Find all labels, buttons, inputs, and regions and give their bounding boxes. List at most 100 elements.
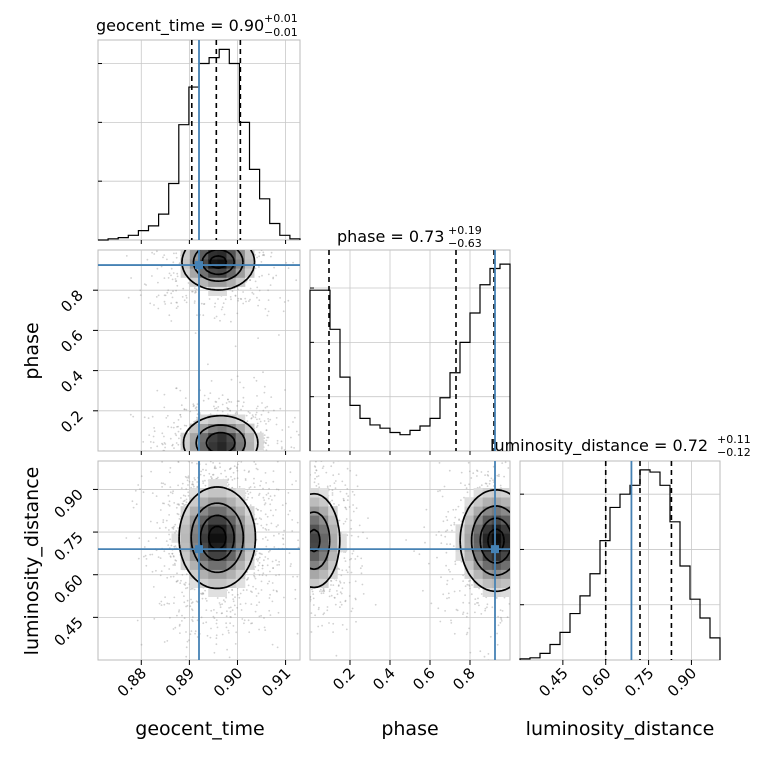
- sample-point: [222, 455, 224, 457]
- density-cell: [208, 277, 218, 287]
- sample-point: [208, 472, 211, 475]
- density-cell: [500, 587, 510, 597]
- sample-point: [163, 565, 166, 567]
- sample-point: [191, 619, 193, 621]
- sample-point: [268, 487, 270, 490]
- sample-point: [477, 602, 479, 604]
- sample-point: [468, 627, 470, 630]
- y-tick-label: 0.60: [50, 571, 86, 607]
- sample-point: [276, 439, 279, 442]
- sample-point: [206, 634, 209, 637]
- sample-point: [436, 556, 438, 559]
- sample-point: [525, 529, 527, 531]
- sample-point: [209, 225, 211, 227]
- sample-point: [183, 601, 186, 604]
- sample-point: [180, 416, 182, 418]
- sample-point: [405, 539, 407, 541]
- sample-point: [267, 551, 270, 553]
- sample-point: [173, 502, 176, 504]
- sample-point: [263, 626, 266, 629]
- sample-point: [256, 508, 259, 511]
- sample-point: [229, 661, 231, 663]
- sample-point: [162, 256, 164, 259]
- sample-point: [161, 432, 164, 435]
- sample-point: [159, 574, 162, 577]
- sample-point: [530, 582, 532, 584]
- sample-point: [176, 503, 179, 506]
- sample-point: [344, 506, 347, 509]
- sample-point: [553, 544, 555, 546]
- sample-point: [217, 298, 219, 300]
- sample-point: [188, 480, 191, 483]
- density-cell: [235, 488, 246, 498]
- sample-point: [192, 483, 195, 486]
- sample-point: [435, 534, 438, 536]
- sample-point: [165, 519, 168, 522]
- sample-point: [448, 596, 450, 599]
- sample-point: [221, 231, 223, 233]
- sample-point: [230, 401, 233, 403]
- density-cell: [189, 524, 200, 534]
- sample-point: [212, 453, 214, 455]
- sample-point: [172, 426, 175, 429]
- density-cell: [235, 569, 246, 579]
- sample-point: [127, 296, 130, 299]
- sample-point: [242, 302, 245, 305]
- sample-point: [135, 503, 138, 506]
- sample-point: [236, 466, 238, 469]
- density-cell: [482, 506, 493, 516]
- sample-point: [258, 552, 261, 555]
- sample-point: [453, 523, 456, 526]
- sample-point: [168, 514, 171, 516]
- sample-point: [442, 520, 445, 523]
- density-cell: [199, 277, 209, 287]
- sample-point: [218, 452, 220, 454]
- sample-point: [455, 608, 458, 611]
- sample-point: [319, 590, 321, 593]
- sample-point: [332, 622, 335, 625]
- sample-point: [276, 646, 279, 649]
- sample-point: [230, 475, 232, 478]
- sample-point: [182, 457, 184, 459]
- density-cell: [235, 423, 246, 434]
- sample-point: [223, 199, 225, 201]
- density-cell: [217, 432, 227, 443]
- sample-point: [514, 588, 516, 590]
- sample-point: [301, 550, 303, 552]
- sample-point: [227, 591, 230, 594]
- density-cell: [208, 497, 218, 507]
- sample-point: [484, 482, 487, 485]
- sample-point: [303, 527, 305, 529]
- sample-point: [206, 453, 208, 455]
- sample-point: [271, 560, 274, 563]
- sample-point: [246, 579, 248, 581]
- sample-point: [478, 587, 480, 590]
- sample-point: [428, 562, 430, 565]
- sample-point: [157, 307, 160, 310]
- sample-point: [215, 243, 217, 245]
- sample-point: [267, 497, 270, 500]
- sample-point: [468, 580, 470, 582]
- sample-point: [169, 471, 171, 474]
- sample-point: [255, 595, 258, 597]
- sample-point: [178, 518, 181, 520]
- sample-point: [484, 474, 486, 476]
- sample-point: [302, 518, 304, 520]
- sample-point: [233, 204, 235, 206]
- sample-point: [445, 564, 447, 567]
- sample-point: [161, 442, 163, 445]
- sample-point: [267, 420, 270, 423]
- y-tick-label: 0.45: [50, 613, 86, 649]
- density-cell: [226, 524, 237, 534]
- sample-point: [278, 334, 280, 336]
- sample-point: [268, 580, 271, 583]
- sample-point: [303, 642, 305, 644]
- density-cell: [208, 506, 218, 516]
- sample-point: [143, 546, 146, 548]
- sample-point: [259, 420, 262, 423]
- density-cell: [235, 560, 246, 570]
- sample-point: [517, 529, 519, 531]
- sample-point: [326, 606, 329, 608]
- sample-point: [451, 529, 453, 532]
- sample-point: [241, 452, 243, 454]
